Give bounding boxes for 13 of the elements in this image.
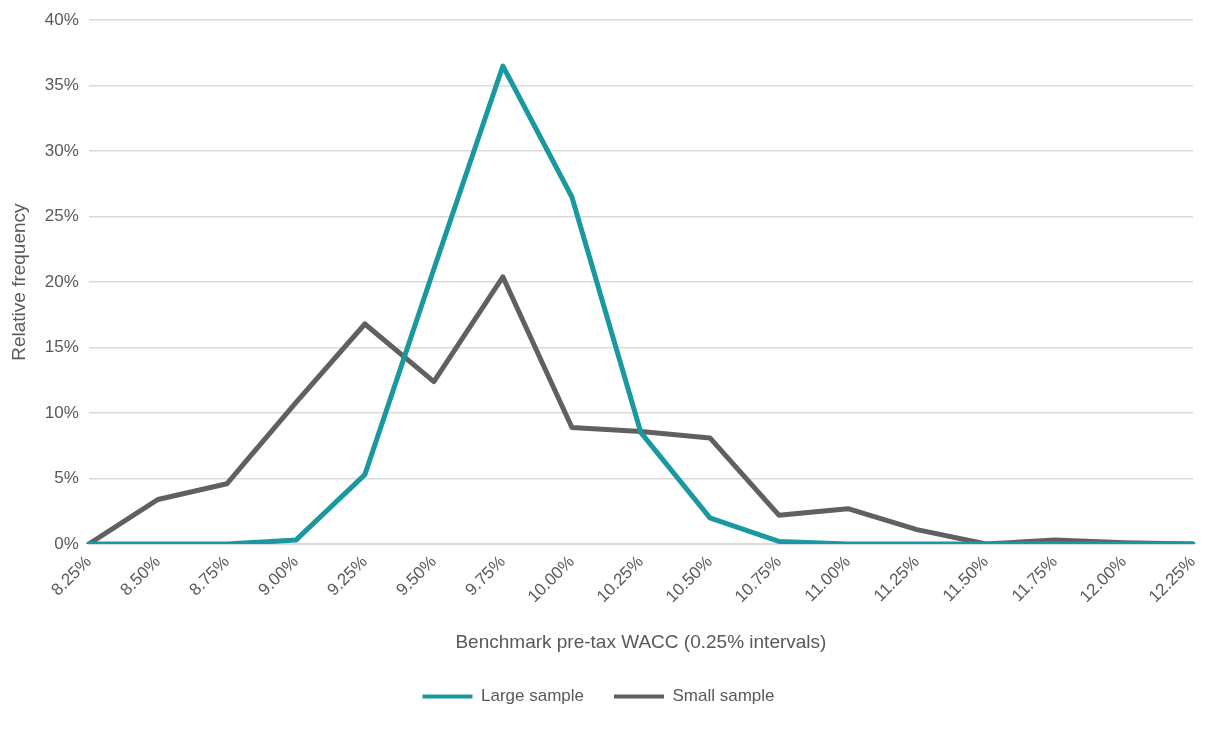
y-tick-label: 40% [44, 9, 79, 29]
y-tick-label: 35% [44, 75, 79, 95]
y-tick-label: 10% [44, 402, 79, 422]
x-axis-title: Benchmark pre-tax WACC (0.25% intervals) [455, 630, 827, 652]
y-tick-label: 0% [54, 533, 79, 553]
y-tick-label: 5% [54, 468, 79, 488]
legend-label: Small sample [672, 686, 775, 706]
y-tick-label: 20% [44, 271, 79, 291]
legend-label: Large sample [480, 686, 584, 706]
y-tick-label: 30% [44, 140, 79, 160]
y-tick-label: 25% [44, 206, 79, 226]
y-tick-label: 15% [44, 337, 79, 357]
y-axis-title: Relative frequency [7, 202, 29, 361]
